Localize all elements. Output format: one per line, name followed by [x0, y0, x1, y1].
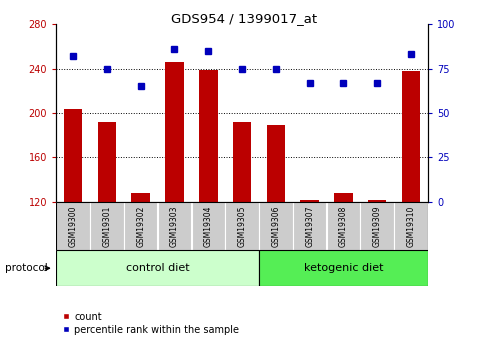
Text: GSM19310: GSM19310: [406, 205, 415, 247]
Text: GSM19306: GSM19306: [271, 205, 280, 247]
Bar: [165, 62, 183, 202]
Bar: [191, 202, 224, 250]
Bar: [56, 202, 90, 250]
Bar: [98, 122, 116, 202]
Bar: [199, 70, 217, 202]
Text: GDS954 / 1399017_at: GDS954 / 1399017_at: [171, 12, 317, 25]
Bar: [300, 200, 318, 202]
Bar: [401, 71, 419, 202]
Text: GSM19301: GSM19301: [102, 205, 111, 247]
Bar: [360, 202, 393, 250]
Legend: count, percentile rank within the sample: count, percentile rank within the sample: [59, 308, 243, 338]
Bar: [124, 202, 157, 250]
Text: GSM19308: GSM19308: [338, 205, 347, 247]
Text: GSM19304: GSM19304: [203, 205, 212, 247]
Bar: [90, 202, 123, 250]
Bar: [158, 202, 191, 250]
Bar: [393, 202, 427, 250]
Text: GSM19302: GSM19302: [136, 205, 145, 247]
Bar: [333, 193, 352, 202]
Bar: [292, 202, 325, 250]
Bar: [326, 202, 359, 250]
Text: GSM19305: GSM19305: [237, 205, 246, 247]
Bar: [367, 200, 386, 202]
Bar: [266, 125, 285, 202]
Text: control diet: control diet: [125, 263, 189, 273]
Text: GSM19307: GSM19307: [305, 205, 313, 247]
Text: GSM19303: GSM19303: [170, 205, 179, 247]
Text: GSM19309: GSM19309: [372, 205, 381, 247]
Text: protocol: protocol: [5, 263, 47, 273]
Bar: [232, 122, 251, 202]
Text: ketogenic diet: ketogenic diet: [303, 263, 383, 273]
Bar: [131, 193, 150, 202]
Bar: [259, 202, 292, 250]
Bar: [56, 250, 258, 286]
Bar: [64, 109, 82, 202]
Bar: [259, 250, 427, 286]
Bar: [225, 202, 258, 250]
Text: GSM19300: GSM19300: [68, 205, 78, 247]
